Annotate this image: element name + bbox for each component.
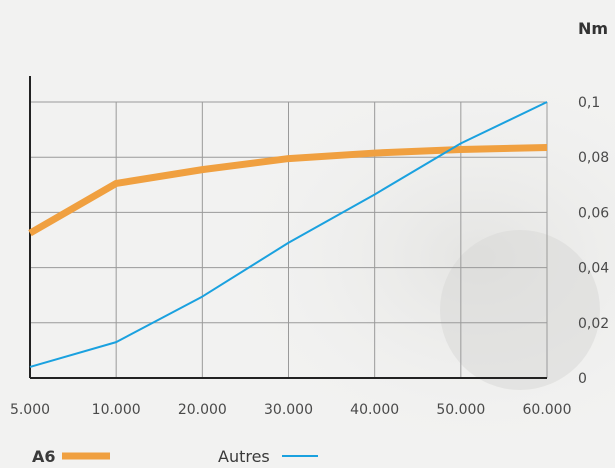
y-tick-label: 0,02 [578,316,609,332]
y-tick-label: 0,08 [578,150,609,166]
background-shape [440,230,600,390]
x-tick-label: 10.000 [92,402,141,418]
y-tick-label: 0,06 [578,205,609,221]
series-line-a6 [28,144,548,237]
y-tick-label: 0 [578,371,587,387]
x-tick-label: 60.000 [523,402,572,418]
y-unit-label: Nm [578,19,608,38]
legend: A6 Autres [32,447,318,466]
x-tick-label: 50.000 [436,402,485,418]
x-tick-label: 5.000 [10,402,50,418]
series-line-autres [29,101,548,368]
x-tick-label: 40.000 [350,402,399,418]
y-tick-label: 0,04 [578,261,609,277]
x-tick-label: 20.000 [178,402,227,418]
legend-label-autres: Autres [218,447,270,466]
legend-label-a6: A6 [32,447,56,466]
y-tick-label: 0,1 [578,95,600,111]
x-tick-label: 30.000 [264,402,313,418]
